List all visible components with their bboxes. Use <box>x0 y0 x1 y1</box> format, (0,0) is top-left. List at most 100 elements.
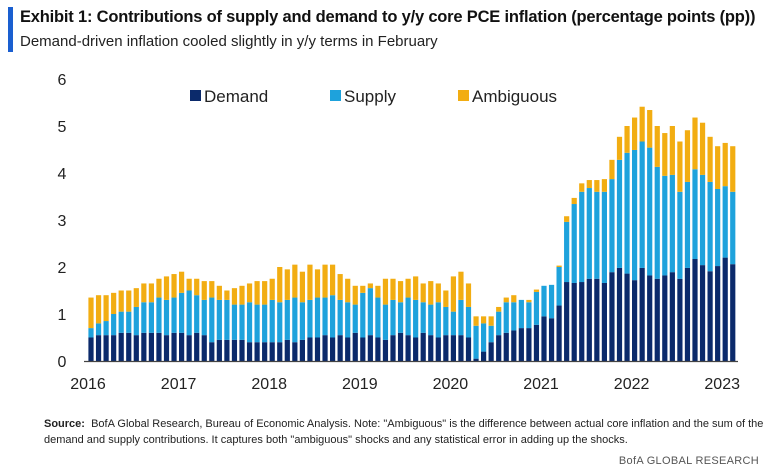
bar-ambiguous <box>201 281 207 300</box>
bar-supply <box>239 304 245 340</box>
bar-demand <box>601 282 607 361</box>
bar-supply <box>443 306 449 336</box>
bar-supply <box>488 325 494 343</box>
bar-ambiguous <box>186 278 192 291</box>
bar-supply <box>405 297 411 336</box>
bar-ambiguous <box>586 180 592 189</box>
bar-demand <box>345 337 351 361</box>
bar-supply <box>571 204 577 283</box>
bar-demand <box>533 324 540 361</box>
bar-ambiguous <box>292 264 298 298</box>
bar-demand <box>420 332 426 361</box>
bar-demand <box>556 305 562 361</box>
bar-supply <box>556 267 562 306</box>
bar-supply <box>179 292 185 333</box>
bar-demand <box>662 275 668 361</box>
bar-supply <box>277 302 283 343</box>
legend-swatch-ambiguous <box>458 90 469 101</box>
x-tick-label: 2020 <box>433 376 469 393</box>
bar-ambiguous <box>443 290 449 307</box>
bar-supply <box>307 299 313 338</box>
bar-supply <box>103 321 109 336</box>
bar-ambiguous <box>707 136 713 182</box>
bar-supply <box>224 299 230 340</box>
bar-ambiguous <box>375 285 381 298</box>
bar-supply <box>677 191 683 279</box>
bar-demand <box>103 335 109 361</box>
y-tick-label: 5 <box>58 119 67 136</box>
bar-demand <box>269 342 275 361</box>
bar-demand <box>299 339 305 361</box>
bar-demand <box>322 335 328 361</box>
bar-ambiguous <box>533 289 540 292</box>
bar-demand <box>571 282 577 361</box>
bar-supply <box>163 299 170 336</box>
bar-supply <box>95 323 102 336</box>
bar-demand <box>179 332 185 361</box>
bar-demand <box>503 332 509 361</box>
bar-ambiguous <box>556 265 562 267</box>
bar-demand <box>156 332 162 361</box>
bar-supply <box>533 291 540 325</box>
bar-demand <box>111 335 117 361</box>
stacked-bar-chart: 0 1 2 3 4 5 6 2016 2017 2018 2019 2020 2021 2022 2023 D… <box>58 72 741 393</box>
bar-supply <box>496 311 502 336</box>
bar-supply <box>465 306 472 338</box>
bar-supply <box>692 169 698 260</box>
bar-demand <box>624 273 630 361</box>
bar-ambiguous <box>330 264 336 296</box>
bar-supply <box>262 304 268 343</box>
bar-ambiguous <box>88 297 94 329</box>
bar-supply <box>662 175 668 276</box>
bar-supply <box>337 299 343 336</box>
bar-ambiguous <box>624 126 630 153</box>
legend-label-demand: Demand <box>204 87 268 106</box>
bar-supply <box>632 149 638 281</box>
bar-demand <box>405 335 411 361</box>
bar-demand <box>450 335 456 361</box>
bar-ambiguous <box>632 117 638 150</box>
bar-demand <box>722 257 728 361</box>
y-tick-label: 6 <box>58 72 67 89</box>
bar-supply <box>194 295 200 333</box>
y-tick-label: 4 <box>58 166 67 183</box>
bar-ambiguous <box>397 281 404 303</box>
bar-demand <box>692 259 698 361</box>
bar-supply <box>624 152 630 274</box>
bar-ambiguous <box>662 133 668 176</box>
bar-supply <box>269 299 275 343</box>
bar-demand <box>126 332 132 361</box>
bar-demand <box>548 318 555 361</box>
legend-swatch-demand <box>190 90 201 101</box>
bar-ambiguous <box>526 299 532 303</box>
bar-supply <box>526 302 532 329</box>
bar-ambiguous <box>382 278 389 305</box>
bar-demand <box>518 328 524 361</box>
bar-ambiguous <box>262 281 268 305</box>
bar-ambiguous <box>715 146 721 189</box>
bar-ambiguous <box>148 283 154 303</box>
bar-supply <box>450 311 456 336</box>
bar-ambiguous <box>277 267 283 303</box>
bar-ambiguous <box>669 126 675 175</box>
bar-supply <box>413 299 419 338</box>
x-tick-label: 2022 <box>614 376 650 393</box>
bar-ambiguous <box>126 290 132 312</box>
bar-ambiguous <box>269 278 275 300</box>
bar-supply <box>322 297 328 336</box>
bar-demand <box>496 335 502 361</box>
bar-supply <box>707 181 713 272</box>
y-tick-label: 3 <box>58 213 67 230</box>
bar-ambiguous <box>352 285 358 305</box>
bar-ambiguous <box>465 283 472 307</box>
bar-supply <box>148 302 154 333</box>
bar-demand <box>360 337 366 361</box>
bar-demand <box>564 282 570 361</box>
bar-ambiguous <box>156 278 162 298</box>
bar-ambiguous <box>367 283 373 289</box>
bar-ambiguous <box>677 141 683 192</box>
bar-demand <box>352 332 358 361</box>
y-tick-label: 1 <box>58 307 67 324</box>
bar-demand <box>609 272 615 361</box>
bar-ambiguous <box>299 271 305 303</box>
